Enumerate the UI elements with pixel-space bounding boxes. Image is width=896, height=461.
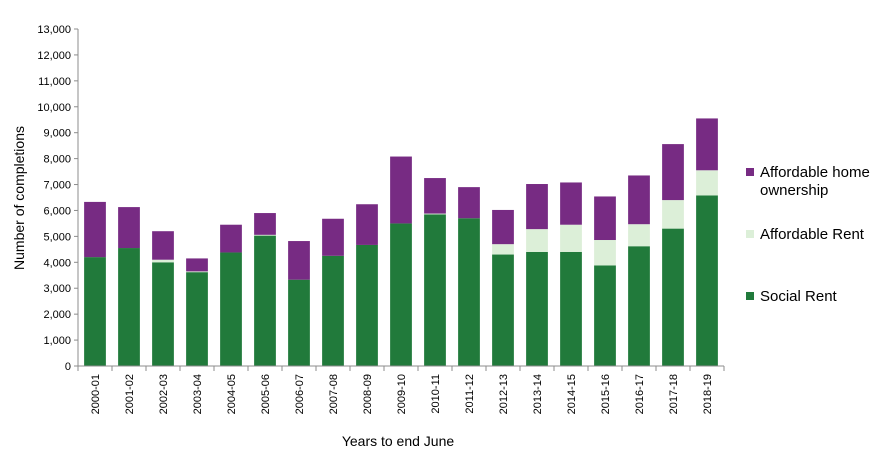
y-axis-title: Number of completions [11,126,27,270]
y-tick-label: 5,000 [43,231,71,243]
x-tick-label: 2013-14 [532,374,544,414]
bar-segment-social-rent [390,223,412,366]
x-tick-label: 2007-08 [328,374,340,414]
legend-label: Affordable Rent [760,226,865,243]
bar-segment-affordable-home-ownership [254,213,276,235]
bar-segment-affordable-home-ownership [458,187,480,219]
bar-segment-social-rent [662,228,684,366]
y-tick-label: 11,000 [38,76,71,88]
legend-label: Affordable home [760,164,870,181]
bar-segment-affordable-rent [696,170,718,196]
bar-segment-affordable-rent [492,244,514,255]
x-tick-label: 2010-11 [430,374,442,414]
bar-segment-social-rent [118,248,140,366]
bar-segment-affordable-home-ownership [322,218,344,256]
y-tick-label: 13,000 [37,24,71,36]
bar-segment-affordable-home-ownership [662,144,684,201]
bar-segment-social-rent [594,265,616,366]
y-tick-label: 0 [65,361,71,373]
bar-segment-affordable-rent [186,271,208,273]
bar-segment-social-rent [458,218,480,366]
legend-swatch [746,168,754,176]
x-tick-label: 2000-01 [90,374,102,414]
bar-segment-affordable-home-ownership [288,241,310,280]
bar-segment-affordable-rent [628,224,650,247]
bar-segment-affordable-home-ownership [526,184,548,230]
x-axis: 2000-01 2001-02 2002-03 2003-04 2004-05 2005-… [77,365,725,414]
legend-swatch [746,230,754,238]
bar-segment-affordable-rent [424,213,446,215]
bar-segment-affordable-home-ownership [186,258,208,272]
bar-segment-affordable-home-ownership [560,182,582,225]
x-tick-label: 2008-09 [362,374,374,414]
bar-segment-affordable-home-ownership [220,224,242,253]
x-tick-label: 2011-12 [464,374,476,414]
bar-segment-affordable-home-ownership [356,204,378,245]
bar-segment-social-rent [696,195,718,366]
y-tick-label: 10,000 [37,102,71,114]
bar-segment-social-rent [492,254,514,366]
legend-swatch [746,292,754,300]
y-tick-label: 3,000 [43,283,71,295]
bar-segment-social-rent [152,262,174,366]
x-tick-label: 2017-18 [668,374,680,414]
bar-segment-social-rent [424,214,446,366]
y-tick-label: 12,000 [37,50,71,62]
x-tick-label: 2009-10 [396,374,408,414]
bar-segment-social-rent [220,252,242,366]
bar-segment-social-rent [254,235,276,366]
bar-segment-social-rent [560,251,582,366]
x-tick-label: 2018-19 [702,374,714,414]
bar-segment-affordable-home-ownership [594,196,616,241]
bar-segment-affordable-rent [662,200,684,229]
x-tick-label: 2012-13 [498,374,510,414]
bar-segment-social-rent [288,279,310,366]
x-tick-label: 2005-06 [260,374,272,414]
bar-segment-affordable-home-ownership [152,231,174,260]
x-tick-label: 2016-17 [634,374,646,414]
x-tick-label: 2014-15 [566,374,578,414]
bar-segment-affordable-home-ownership [118,207,140,249]
bar-segment-affordable-home-ownership [424,178,446,214]
bar-segment-affordable-home-ownership [84,201,106,258]
x-tick-label: 2001-02 [124,374,136,414]
bar-segment-social-rent [186,272,208,366]
y-tick-label: 4,000 [43,257,71,269]
y-tick-label: 9,000 [43,128,71,140]
x-axis-title: Years to end June [342,433,455,449]
bar-segment-affordable-home-ownership [390,156,412,224]
y-tick-label: 1,000 [43,335,71,347]
bar-segment-affordable-rent [254,234,276,236]
y-axis: 0 1,000 2,000 3,000 4,000 5,000 6,000 7,000 8,00… [37,24,79,373]
x-tick-label: 2015-16 [600,374,612,414]
y-tick-label: 2,000 [43,309,71,321]
bar-segment-affordable-rent [152,259,174,263]
bar-segment-social-rent [322,255,344,366]
legend-label: ownership [760,182,828,199]
bar-segment-social-rent [84,257,106,366]
y-tick-label: 8,000 [43,154,71,166]
bar-segment-affordable-home-ownership [492,209,514,245]
bar-segment-affordable-rent [594,240,616,266]
bar-segment-affordable-rent [526,229,548,252]
y-tick-label: 7,000 [43,180,71,192]
x-tick-label: 2004-05 [226,374,238,414]
legend-label: Social Rent [760,288,838,305]
bar-segment-social-rent [628,246,650,366]
bar-segment-social-rent [526,251,548,366]
x-tick-label: 2002-03 [158,374,170,414]
bars [84,118,718,366]
bar-segment-social-rent [356,244,378,366]
x-tick-label: 2006-07 [294,374,306,414]
x-tick-label: 2003-04 [192,374,204,414]
bar-segment-affordable-home-ownership [628,175,650,225]
y-tick-label: 6,000 [43,205,71,217]
bar-segment-affordable-home-ownership [696,118,718,171]
bar-segment-affordable-rent [560,224,582,252]
